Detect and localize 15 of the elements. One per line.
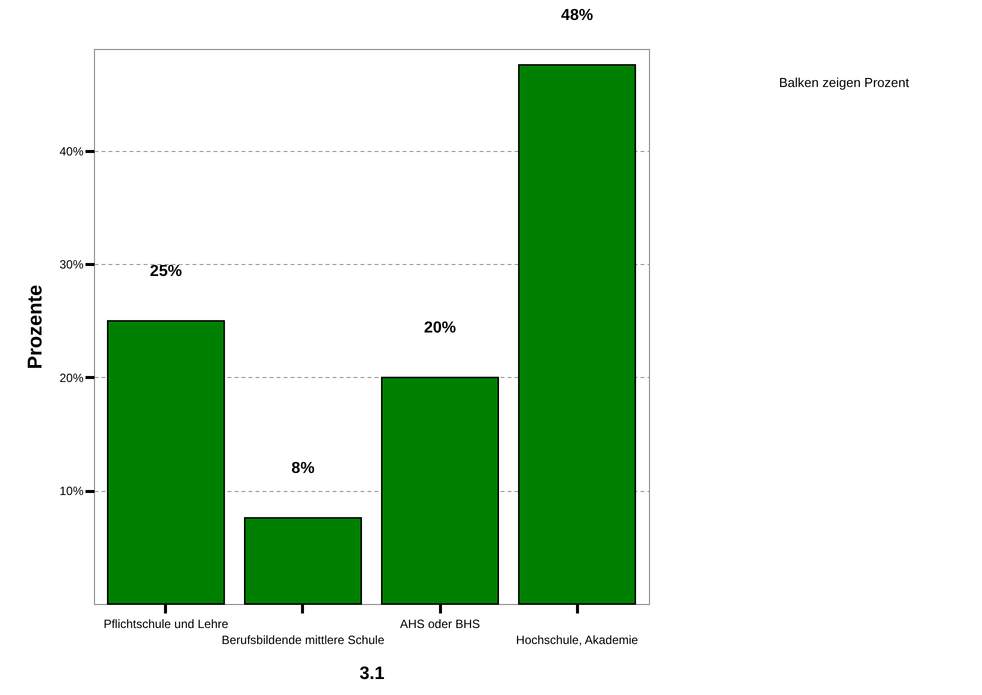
text: Balken zeigen Prozent: [779, 75, 910, 90]
data-label: 8%: [291, 460, 315, 477]
data-label: 48%: [561, 6, 594, 24]
x-tick-label: Hochschule, Akademie: [516, 633, 638, 647]
data-label: 20%: [424, 319, 456, 336]
x-axis-title: 3.1: [359, 663, 385, 683]
y-tick-label: 30%: [59, 258, 84, 272]
x-tick-label: Pflichtschule und Lehre: [104, 617, 229, 631]
x-tick-label: AHS oder BHS: [400, 617, 480, 631]
y-axis-title: Prozente: [24, 284, 46, 370]
y-tick-label: 40%: [59, 144, 84, 158]
data-label: 25%: [150, 262, 182, 280]
y-tick-label: 10%: [59, 484, 84, 498]
y-tick-label: 20%: [59, 370, 84, 385]
x-tick-label: Berufsbildende mittlere Schule: [222, 633, 385, 647]
